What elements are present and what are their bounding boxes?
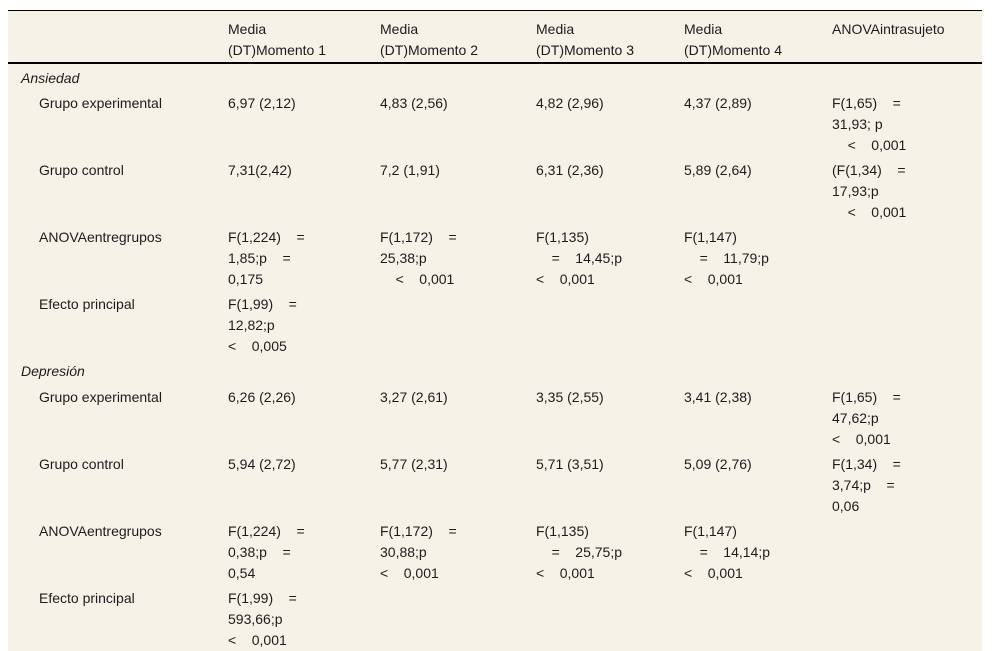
row-label: ANOVAentregrupos (39, 228, 162, 245)
cell-momento-1: F(1,99) = 12,82;p < 0,005 (228, 295, 297, 354)
cell-momento-4: 5,89 (2,64) (684, 161, 752, 178)
table-row: Grupo experimental 6,26 (2,26) 3,27 (2,6… (8, 383, 982, 450)
cell-momento-4 (684, 290, 832, 357)
section-title: Ansiedad (21, 69, 80, 86)
row-label: Grupo experimental (39, 388, 162, 405)
cell-anova-intrasujeto: F(1,65) = 31,93; p < 0,001 (832, 94, 907, 153)
cell-momento-1: F(1,99) = 593,66;p < 0,001 (228, 589, 297, 648)
section-title: Depresión (21, 362, 85, 379)
cell-momento-1: 5,94 (2,72) (228, 455, 296, 472)
cell-momento-4: 4,37 (2,89) (684, 94, 752, 111)
cell-momento-2 (380, 290, 536, 357)
cell-momento-2: F(1,172) = 30,88;p < 0,001 (380, 522, 457, 581)
row-label: Grupo experimental (39, 94, 162, 111)
cell-momento-1: 6,26 (2,26) (228, 388, 296, 405)
header-media-momento-4: Media (DT)Momento 4 (684, 10, 832, 64)
cell-anova-intrasujeto (832, 517, 982, 584)
cell-momento-2 (380, 584, 536, 651)
cell-momento-3: 4,82 (2,96) (536, 94, 604, 111)
cell-momento-3 (536, 290, 684, 357)
section-row-depresion: Depresión (8, 357, 982, 383)
row-label: Grupo control (39, 455, 124, 472)
cell-momento-1: 6,97 (2,12) (228, 94, 296, 111)
cell-momento-1: F(1,224) = 1,85;p = 0,175 (228, 228, 305, 287)
table-row: Grupo control 5,94 (2,72) 5,77 (2,31) 5,… (8, 450, 982, 517)
cell-momento-1: 7,31(2,42) (228, 161, 292, 178)
header-media-momento-1: Media (DT)Momento 1 (228, 10, 380, 64)
cell-momento-2: F(1,172) = 25,38;p < 0,001 (380, 228, 457, 287)
row-label: Efecto principal (39, 295, 135, 312)
table-row: Grupo experimental 6,97 (2,12) 4,83 (2,5… (8, 89, 982, 156)
cell-anova-intrasujeto (832, 290, 982, 357)
cell-momento-2: 4,83 (2,56) (380, 94, 448, 111)
cell-anova-intrasujeto (832, 223, 982, 290)
table-row: Efecto principal F(1,99) = 12,82;p < 0,0… (8, 290, 982, 357)
header-media-momento-3: Media (DT)Momento 3 (536, 10, 684, 64)
cell-momento-3: F(1,135) = 14,45;p < 0,001 (536, 228, 623, 287)
table-row: Grupo control 7,31(2,42) 7,2 (1,91) 6,31… (8, 156, 982, 223)
cell-anova-intrasujeto: F(1,65) = 47,62;p < 0,001 (832, 388, 901, 447)
cell-momento-4: 3,41 (2,38) (684, 388, 752, 405)
cell-momento-4: F(1,147) = 14,14;p < 0,001 (684, 522, 771, 581)
cell-momento-2: 3,27 (2,61) (380, 388, 448, 405)
cell-anova-intrasujeto: F(1,34) = 3,74;p = 0,06 (832, 455, 901, 514)
cell-momento-3: 6,31 (2,36) (536, 161, 604, 178)
header-anova-intrasujeto: ANOVAintrasujeto (832, 10, 982, 64)
cell-anova-intrasujeto (832, 584, 982, 651)
cell-anova-intrasujeto: (F(1,34) = 17,93;p < 0,001 (832, 161, 907, 220)
cell-momento-2: 7,2 (1,91) (380, 161, 440, 178)
row-label: Grupo control (39, 161, 124, 178)
table-header-row: Media (DT)Momento 1 Media (DT)Momento 2 … (8, 10, 982, 64)
table-row: ANOVAentregrupos F(1,224) = 1,85;p = 0,1… (8, 223, 982, 290)
cell-momento-2: 5,77 (2,31) (380, 455, 448, 472)
header-media-momento-2: Media (DT)Momento 2 (380, 10, 536, 64)
cell-momento-3: 3,35 (2,55) (536, 388, 604, 405)
cell-momento-3: 5,71 (3,51) (536, 455, 604, 472)
header-row-label-spacer (8, 10, 228, 64)
cell-momento-4: 5,09 (2,76) (684, 455, 752, 472)
cell-momento-3 (536, 584, 684, 651)
row-label: ANOVAentregrupos (39, 522, 162, 539)
cell-momento-4 (684, 584, 832, 651)
row-label: Efecto principal (39, 589, 135, 606)
cell-momento-3: F(1,135) = 25,75;p < 0,001 (536, 522, 623, 581)
table-row: ANOVAentregrupos F(1,224) = 0,38;p = 0,5… (8, 517, 982, 584)
table-row: Efecto principal F(1,99) = 593,66;p < 0,… (8, 584, 982, 651)
anova-results-table: Media (DT)Momento 1 Media (DT)Momento 2 … (8, 10, 982, 651)
section-row-ansiedad: Ansiedad (8, 63, 982, 89)
cell-momento-1: F(1,224) = 0,38;p = 0,54 (228, 522, 305, 581)
cell-momento-4: F(1,147) = 11,79;p < 0,001 (684, 228, 769, 287)
